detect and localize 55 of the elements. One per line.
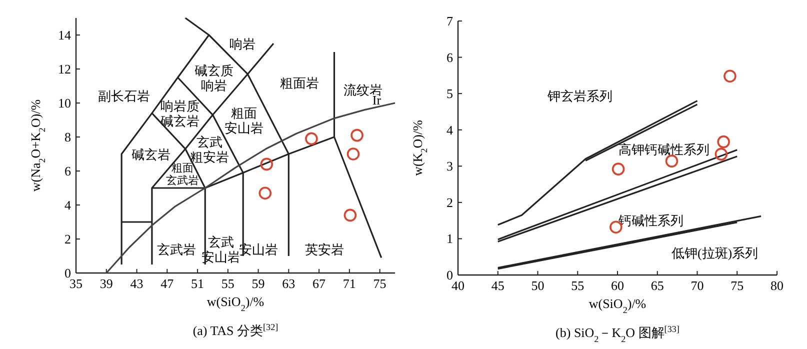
x-tick-label: 60 [611, 278, 624, 293]
x-tick-label: 50 [531, 278, 544, 293]
annotation: 玄武岩 [156, 242, 196, 258]
y-tick-label: 14 [58, 28, 72, 42]
y-tick-label: 12 [58, 62, 71, 76]
x-tick-label: 35 [70, 276, 82, 291]
x-tick-label: 55 [221, 276, 234, 291]
annotation: 英安岩 [304, 242, 344, 258]
x-tick-label: 63 [282, 276, 296, 291]
annotation: 响岩 [229, 36, 256, 52]
x-axis-title: w(SiO$_{2}$)/% [206, 294, 264, 313]
y-tick-label: 6 [64, 164, 72, 178]
x-tick-label: 80 [770, 278, 784, 293]
x-tick-label: 70 [690, 278, 704, 293]
annotation: 钾玄岩系列 [546, 88, 613, 104]
x-tick-label: 75 [373, 276, 386, 291]
annotation: 副长石岩 [98, 88, 150, 104]
x-tick-label: 67 [312, 276, 326, 291]
annotation: 响岩质碱玄岩 [160, 98, 200, 129]
y-tick-label: 8 [64, 130, 71, 144]
x-tick-label: 65 [650, 278, 664, 293]
y-tick-label: 3 [446, 158, 453, 174]
y-tick-label: 2 [64, 232, 71, 246]
annotation: 玄武粗安岩 [190, 134, 230, 164]
y-tick-label: 6 [446, 50, 454, 65]
annotation: 碱玄质响岩 [194, 62, 234, 93]
y-tick-label: 0 [64, 266, 71, 280]
x-tick-label: 55 [571, 278, 584, 293]
x-tick-label: 75 [730, 278, 744, 293]
annotation: 粗面玄武岩 [166, 162, 199, 187]
annotation: 粗面岩 [280, 76, 319, 91]
x-tick-label: 40 [452, 278, 464, 293]
annotation: 碱玄岩 [132, 146, 171, 162]
y-tick-label: 4 [64, 198, 72, 212]
x-tick-label: 43 [130, 276, 144, 291]
y-tick-label: 4 [446, 122, 454, 138]
y-tick-label: 10 [58, 96, 71, 110]
y-tick-label: 5 [446, 86, 453, 102]
x-tick-label: 59 [252, 276, 265, 291]
y-tick-label: 1 [446, 231, 453, 246]
text: (a) TAS 分类$^{[32]}$ [192, 322, 278, 338]
annotation: 粗面安山岩 [224, 105, 264, 136]
x-tick-label: 39 [100, 276, 113, 291]
text: (b) SiO$_{2}$－K$_{2}$O 图解$^{[33]}$ [556, 324, 680, 344]
y-tick-label: 0 [446, 268, 453, 282]
x-tick-label: 45 [491, 278, 504, 293]
y-tick-label: 2 [446, 194, 453, 210]
x-tick-label: 71 [342, 276, 356, 291]
annotation: 高钾钙碱性系列 [618, 142, 710, 158]
annotation: 钙碱性系列 [617, 213, 684, 228]
x-tick-label: 47 [160, 276, 174, 291]
y-tick-label: 7 [446, 14, 454, 28]
x-tick-label: 51 [191, 276, 204, 291]
x-axis-title: w(SiO$_{2}$)/% [588, 296, 646, 315]
annotation: 低钾(拉斑)系列 [671, 245, 758, 260]
